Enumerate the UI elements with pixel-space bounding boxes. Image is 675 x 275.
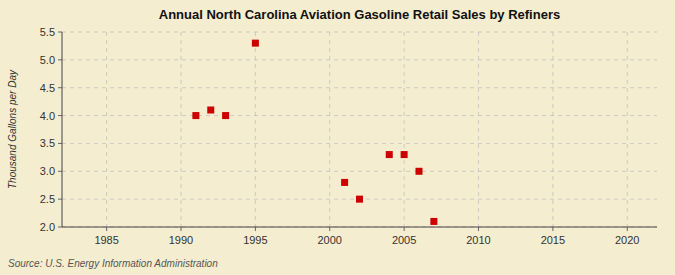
point — [341, 179, 348, 186]
tick-label: 2005 — [392, 234, 416, 246]
point — [386, 151, 393, 158]
tick — [58, 32, 62, 33]
tick — [255, 227, 256, 231]
tick-label: 1995 — [243, 234, 267, 246]
tick-label: 2020 — [615, 234, 639, 246]
grid-line — [62, 143, 657, 144]
point — [192, 112, 199, 119]
point — [222, 112, 229, 119]
tick — [58, 87, 62, 88]
tick-label: 4.5 — [40, 82, 55, 94]
tick — [58, 59, 62, 60]
points — [192, 40, 437, 225]
tick-label: 3.5 — [40, 137, 55, 149]
grid-line — [62, 227, 657, 228]
grid-line — [62, 171, 657, 172]
grid-line — [62, 115, 657, 116]
point — [416, 168, 423, 175]
grid-line — [62, 59, 657, 60]
tick-label: 5.0 — [40, 54, 55, 66]
title: Annual North Carolina Aviation Gasoline … — [159, 7, 560, 22]
x-axis-line — [62, 227, 657, 228]
source-note: Source: U.S. Energy Information Administ… — [8, 258, 218, 269]
tick-label: 2010 — [466, 234, 490, 246]
tick-label: 2015 — [541, 234, 565, 246]
point — [430, 218, 437, 225]
tick-label: 1985 — [94, 234, 118, 246]
tick — [329, 227, 330, 231]
grid-line — [181, 32, 182, 227]
tick-label: 1990 — [169, 234, 193, 246]
grid — [62, 32, 657, 227]
y-axis-label: Thousand Gallons per Day — [7, 69, 18, 189]
grid-line — [329, 32, 330, 227]
tick — [58, 199, 62, 200]
tick — [58, 171, 62, 172]
tick-label: 2.0 — [40, 221, 55, 233]
tick — [404, 227, 405, 231]
tick — [627, 227, 628, 231]
grid-line — [478, 32, 479, 227]
tick-label: 4.0 — [40, 110, 55, 122]
grid-line — [552, 32, 553, 227]
y-axis-line — [62, 32, 63, 227]
point — [401, 151, 408, 158]
point — [252, 40, 259, 47]
axes: 2.0 2.5 3.0 3.5 4.0 4.5 5.0 5.5 1985 1990 1995 2000… — [40, 26, 657, 246]
grid-line — [62, 32, 657, 33]
tick — [181, 227, 182, 231]
tick — [552, 227, 553, 231]
chart: 2.0 2.5 3.0 3.5 4.0 4.5 5.0 5.5 1985 1990 1995 2000… — [0, 0, 675, 275]
tick — [58, 115, 62, 116]
point — [356, 196, 363, 203]
tick — [58, 143, 62, 144]
tick-label: 3.0 — [40, 165, 55, 177]
grid-line — [106, 32, 107, 227]
tick-label: 2000 — [318, 234, 342, 246]
grid-line — [255, 32, 256, 227]
background — [0, 0, 675, 275]
grid-line — [627, 32, 628, 227]
tick — [478, 227, 479, 231]
grid-line — [404, 32, 405, 227]
tick-label: 5.5 — [40, 26, 55, 38]
point — [207, 107, 214, 114]
tick — [58, 227, 62, 228]
grid-line — [62, 87, 657, 88]
tick-label: 2.5 — [40, 193, 55, 205]
tick — [106, 227, 107, 231]
